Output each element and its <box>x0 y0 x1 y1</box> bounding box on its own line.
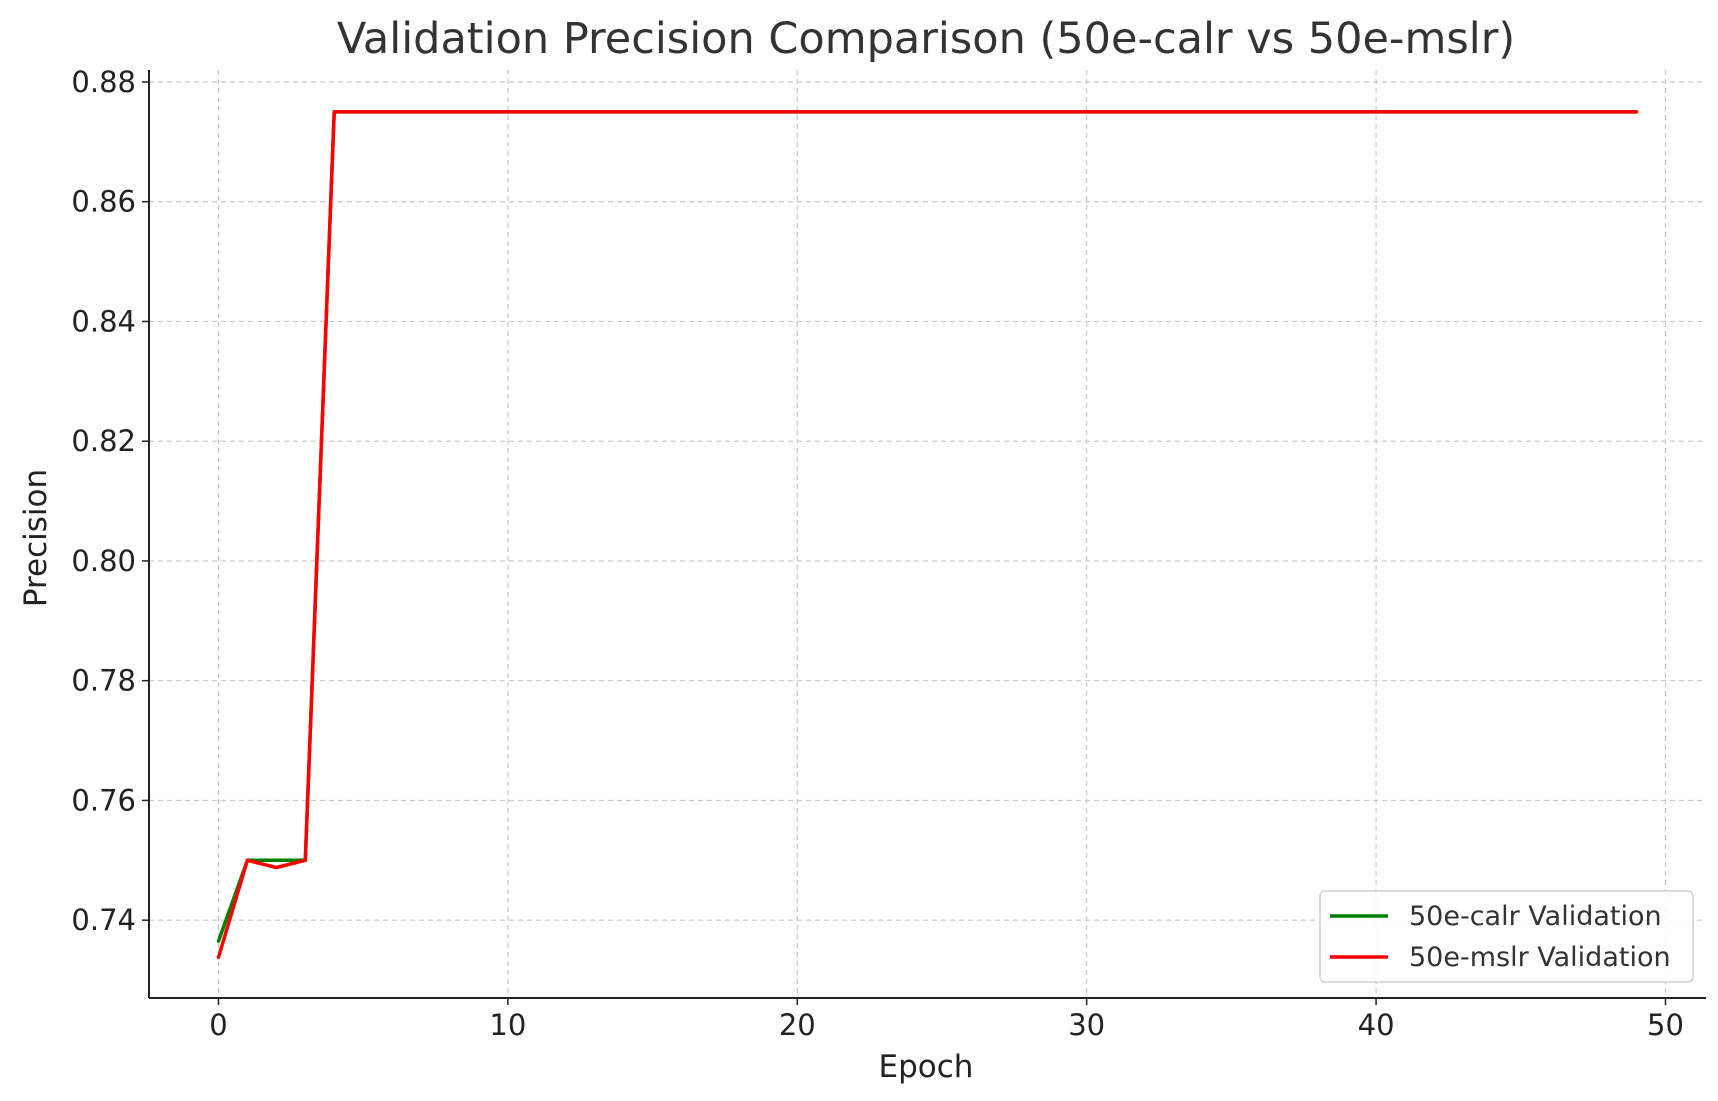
y-tick-label: 0.88 <box>71 65 136 99</box>
series-line-50e-mslr-validation <box>216 110 1639 960</box>
chart-title: Validation Precision Comparison (50e-cal… <box>337 14 1515 64</box>
y-tick-label: 0.80 <box>71 544 136 578</box>
legend: 50e-calr Validation 50e-mslr Validation <box>1319 890 1694 983</box>
x-tick-label: 30 <box>1068 1008 1105 1042</box>
y-tick-label: 0.76 <box>71 783 136 817</box>
series-lines <box>216 110 1639 960</box>
legend-label: 50e-mslr Validation <box>1409 942 1671 973</box>
x-tick-label: 40 <box>1358 1008 1395 1042</box>
legend-label: 50e-calr Validation <box>1409 901 1662 932</box>
x-tick-label: 10 <box>489 1008 526 1042</box>
y-tick-label: 0.82 <box>71 424 136 458</box>
axes <box>142 70 1706 1005</box>
y-axis-label: Precision <box>18 469 54 607</box>
gridlines <box>149 70 1706 998</box>
legend-box <box>1319 890 1694 983</box>
x-tick-label: 50 <box>1647 1008 1684 1042</box>
y-tick-label: 0.84 <box>71 304 136 338</box>
y-tick-label: 0.86 <box>71 185 136 219</box>
x-tick-label: 20 <box>779 1008 816 1042</box>
x-tick-label: 0 <box>209 1008 227 1042</box>
x-axis-label: Epoch <box>879 1049 974 1085</box>
tick-labels: 0 10 20 30 40 50 0.74 0.76 0.78 0.80 0.82 0.84 0.86 0… <box>71 65 1684 1042</box>
y-tick-label: 0.78 <box>71 664 136 698</box>
y-tick-label: 0.74 <box>71 903 136 937</box>
